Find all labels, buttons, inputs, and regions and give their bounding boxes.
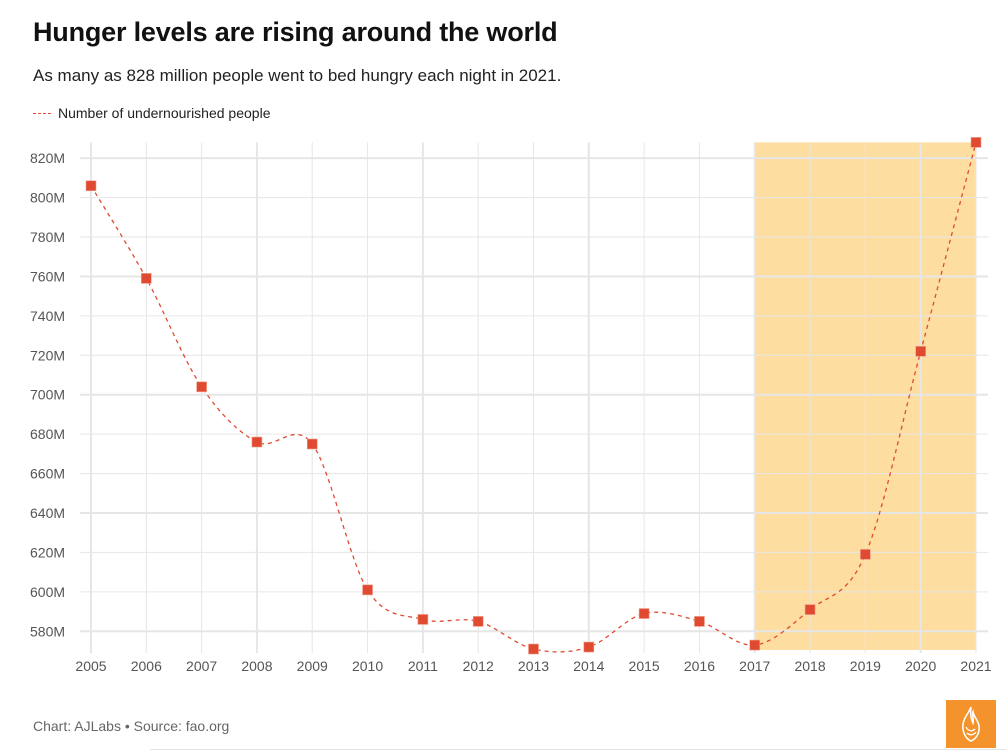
y-tick-label: 780M (30, 229, 65, 245)
x-tick-label: 2011 (408, 658, 438, 674)
data-point-marker (860, 549, 871, 560)
x-tick-label: 2016 (684, 658, 715, 674)
x-tick-label: 2017 (739, 658, 770, 674)
data-point-marker (970, 137, 982, 148)
data-point-marker (804, 604, 816, 615)
bottom-divider (150, 749, 1006, 750)
line-chart: 580M 600M 620M 640M 660M 680M 700M 720M 740M 760M… (30, 137, 992, 674)
data-point-marker (638, 608, 650, 619)
x-tick-label: 2007 (186, 658, 217, 674)
data-point-marker (306, 438, 318, 450)
data-point-marker (417, 614, 429, 625)
x-tick-label: 2005 (75, 658, 106, 674)
data-point-marker (583, 641, 595, 653)
data-point-marker (528, 643, 539, 655)
al-jazeera-logo-icon (962, 706, 980, 742)
chart-title: Hunger levels are rising around the worl… (33, 17, 558, 47)
y-tick-label: 640M (30, 505, 65, 521)
y-tick-label: 660M (30, 466, 65, 482)
x-tick-label: 2018 (794, 658, 825, 674)
x-tick-label: 2014 (573, 658, 604, 674)
y-tick-label: 760M (30, 268, 65, 284)
x-tick-label: 2008 (241, 658, 272, 674)
x-tick-label: 2013 (518, 658, 549, 674)
y-tick-label: 680M (30, 426, 65, 442)
legend: Number of undernourished people (33, 105, 270, 121)
data-point-marker (694, 616, 705, 627)
data-point-marker (915, 346, 926, 357)
y-tick-label: 740M (30, 308, 65, 324)
data-point-marker (196, 381, 207, 393)
data-point-marker (749, 639, 761, 651)
x-tick-label: 2020 (905, 658, 936, 674)
data-point-marker (85, 180, 97, 192)
y-tick-label: 600M (30, 584, 65, 600)
y-tick-label: 720M (30, 347, 65, 363)
data-point-marker (251, 436, 263, 448)
al-jazeera-logo[interactable] (946, 700, 996, 748)
x-tick-label: 2012 (463, 658, 494, 674)
y-tick-label: 620M (30, 544, 65, 560)
source-credit: Chart: AJLabs • Source: fao.org (33, 718, 230, 734)
y-tick-label: 820M (30, 150, 65, 166)
y-tick-label: 800M (30, 190, 65, 206)
x-tick-label: 2021 (960, 658, 991, 674)
x-tick-label: 2006 (131, 658, 162, 674)
legend-label: Number of undernourished people (58, 105, 271, 121)
x-tick-label: 2010 (352, 658, 383, 674)
x-tick-label: 2019 (850, 658, 881, 674)
data-point-marker (472, 616, 484, 627)
x-tick-label: 2015 (629, 658, 660, 674)
x-tick-label: 2009 (297, 658, 328, 674)
data-point-marker (362, 584, 373, 596)
legend-dashed-line-icon (33, 112, 51, 114)
data-point-marker (141, 273, 152, 284)
y-tick-label: 700M (30, 387, 65, 403)
chart-subtitle: As many as 828 million people went to be… (33, 66, 562, 85)
y-tick-label: 580M (30, 623, 65, 639)
